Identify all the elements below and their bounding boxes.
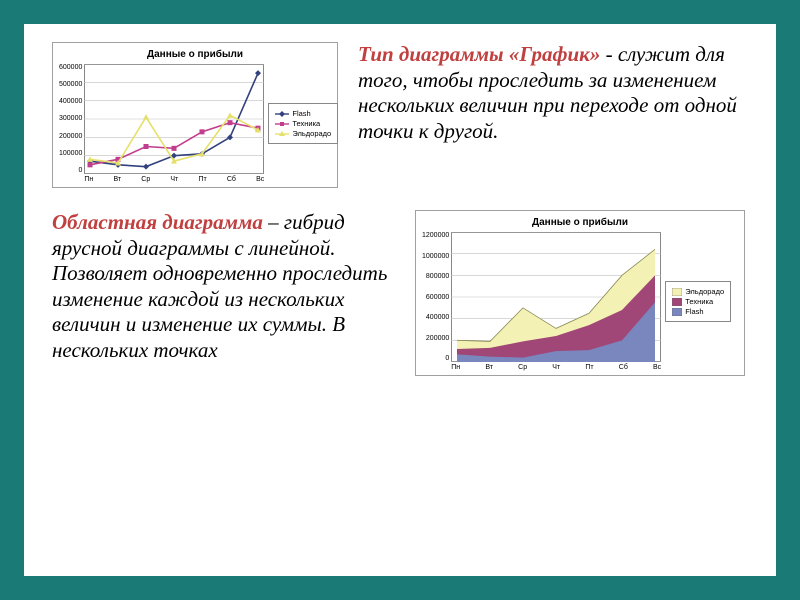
chart2-x-axis: ПнВтСрЧтПтСбВс (451, 364, 661, 371)
row-2: Областная диаграмма – гибрид ярусной диа… (52, 210, 748, 376)
chart1-title: Данные о прибыли (59, 49, 331, 60)
description-area-chart: Областная диаграмма – гибрид ярусной диа… (52, 210, 397, 364)
chart1-plot (84, 64, 264, 174)
chart2-plot (451, 232, 661, 362)
chart2-y-axis: 120000010000008000006000004000002000000 (422, 232, 449, 362)
chart1-x-axis: ПнВтСрЧтПтСбВс (84, 176, 264, 183)
desc2-highlight: Областная диаграмма (52, 210, 263, 234)
line-chart: Данные о прибыли 60000050000040000030000… (52, 42, 338, 188)
desc1-dash: - (600, 42, 618, 66)
slide-page: Данные о прибыли 60000050000040000030000… (24, 24, 776, 576)
chart1-legend: FlashТехникаЭльдорадо (268, 103, 338, 144)
chart2-legend: ЭльдорадоТехникаFlash (665, 281, 731, 322)
row-1: Данные о прибыли 60000050000040000030000… (52, 42, 748, 188)
desc1-highlight: Тип диаграммы «График» (358, 42, 600, 66)
chart1-y-axis: 6000005000004000003000002000001000000 (59, 64, 82, 174)
area-chart: Данные о прибыли 12000001000000800000600… (415, 210, 745, 376)
description-line-chart: Тип диаграммы «График» - служит для того… (358, 42, 748, 144)
chart2-title: Данные о прибыли (422, 217, 738, 228)
